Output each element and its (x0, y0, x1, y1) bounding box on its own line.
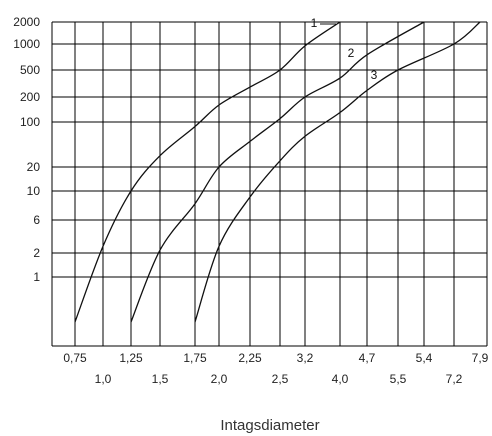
x-tick-labels: 0,75 1,25 1,75 2,25 3,2 4,7 5,4 7,9 1,0 1,5 2,0 2,5… (63, 351, 488, 386)
series-label-3: 3 (371, 68, 378, 82)
y-tick-label: 100 (20, 115, 40, 129)
x-tick-label: 1,0 (95, 372, 112, 386)
y-tick-label: 2 (33, 246, 40, 260)
x-tick-label: 4,7 (359, 351, 376, 365)
x-tick-label: 1,5 (152, 372, 169, 386)
y-tick-label: 500 (20, 63, 40, 77)
y-tick-label: 20 (27, 160, 41, 174)
series-group (74, 21, 481, 323)
y-tick-label: 200 (20, 90, 40, 104)
x-tick-label: 3,2 (297, 351, 314, 365)
x-tick-label: 0,75 (63, 351, 87, 365)
y-tick-label: 2000 (13, 15, 40, 29)
x-tick-label: 5,5 (390, 372, 407, 386)
series-line-2 (130, 21, 425, 323)
y-tick-label: 1000 (13, 37, 40, 51)
x-tick-label: 1,75 (183, 351, 207, 365)
x-tick-label: 7,9 (472, 351, 489, 365)
y-tick-label: 10 (27, 184, 41, 198)
series-line-3 (194, 21, 481, 323)
grid (51, 21, 488, 347)
x-tick-label: 4,0 (332, 372, 349, 386)
x-tick-label: 2,25 (238, 351, 262, 365)
x-tick-label: 5,4 (416, 351, 433, 365)
x-tick-label: 1,25 (119, 351, 143, 365)
series-label-2: 2 (348, 46, 355, 60)
y-tick-label: 1 (33, 270, 40, 284)
x-tick-label: 7,2 (446, 372, 463, 386)
y-tick-labels: 1 2 6 10 20 100 200 500 1000 2000 (13, 15, 40, 284)
x-tick-label: 2,5 (272, 372, 289, 386)
curve-labels: 1 2 3 (311, 16, 378, 82)
y-tick-label: 6 (33, 213, 40, 227)
series-label-1: 1 (311, 16, 318, 30)
x-axis-title: Intagsdiameter (220, 417, 319, 434)
x-tick-label: 2,0 (211, 372, 228, 386)
series-line-1 (74, 21, 341, 323)
